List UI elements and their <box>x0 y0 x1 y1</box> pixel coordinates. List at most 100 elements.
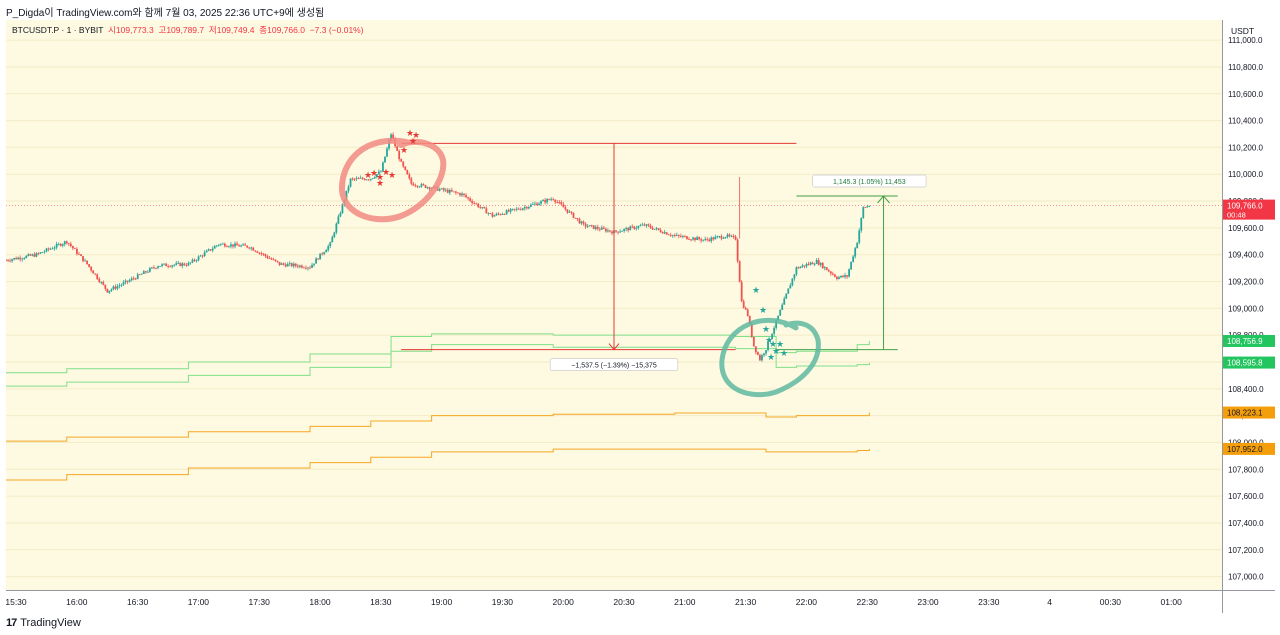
symbol-legend: BTCUSDT.P · 1 · BYBIT 시109,773.3 고109,78… <box>12 24 364 36</box>
candle-body <box>246 245 249 248</box>
candle-body <box>213 246 216 249</box>
candle-body <box>724 236 727 239</box>
price-plot[interactable]: −1,537.5 (−1.39%) −15,375 1,145.3 (1.05%)… <box>6 20 1222 590</box>
candle-body <box>11 259 13 261</box>
chart-panel[interactable]: BTCUSDT.P · 1 · BYBIT 시109,773.3 고109,78… <box>6 20 1222 590</box>
candle-body <box>333 232 336 237</box>
candle-body <box>710 237 713 241</box>
candle-body <box>805 264 808 267</box>
candle-body <box>844 275 846 277</box>
candle-body <box>718 236 721 238</box>
candle-body <box>159 265 161 267</box>
candle-body <box>850 261 853 270</box>
candle-body <box>513 208 516 210</box>
candle-body <box>807 264 810 265</box>
candle-body <box>716 236 719 238</box>
candle-body <box>173 264 176 266</box>
time-tick-label: 19:30 <box>492 597 514 607</box>
candle-body <box>507 210 510 212</box>
candle-body <box>534 203 536 205</box>
candle-body <box>572 212 575 218</box>
time-tick-label: 20:30 <box>613 597 635 607</box>
candle-body <box>122 282 125 285</box>
candle-body <box>100 281 103 283</box>
candle-body <box>625 228 628 229</box>
candle-body <box>335 223 338 233</box>
candle-body <box>177 262 180 264</box>
time-axis[interactable]: 15:30 16:00 16:30 17:00 17:30 18:00 18:30 19:00… <box>6 590 1222 613</box>
candle-body <box>509 209 512 212</box>
candle-body <box>655 228 658 230</box>
candle-body <box>355 178 358 180</box>
candle-body <box>783 298 786 305</box>
candle-body <box>179 262 182 267</box>
candle-body <box>598 228 601 230</box>
candle-body <box>667 234 670 236</box>
candle-body <box>303 267 305 269</box>
candle-body <box>677 234 680 236</box>
candle-body <box>404 166 407 170</box>
price-badge <box>1223 334 1275 347</box>
candle-body <box>452 191 455 193</box>
candle-body <box>706 238 709 240</box>
candle-body <box>130 278 133 281</box>
time-tick-label: 16:30 <box>127 597 149 607</box>
down-measure-label-box <box>549 358 679 371</box>
candle-body <box>155 267 157 269</box>
candle-body <box>659 229 662 233</box>
candle-body <box>382 162 384 172</box>
candle-body <box>221 243 224 245</box>
candle-body <box>580 221 583 224</box>
candle-body <box>444 189 447 191</box>
candle-body <box>698 237 701 240</box>
sell-star-icon: ★ <box>364 170 372 180</box>
candle-body <box>264 254 267 257</box>
price-badge <box>1223 406 1275 419</box>
candle-body <box>811 262 814 265</box>
candle-body <box>337 216 340 224</box>
price-tick-label: 107,800.0 <box>1228 465 1264 474</box>
price-badge-label: 108,756.9 <box>1227 337 1263 346</box>
buy-star-icon: ★ <box>769 339 777 349</box>
buy-star-icon: ★ <box>772 346 780 356</box>
candle-body <box>694 237 696 240</box>
candle-body <box>487 213 490 214</box>
candle-body <box>390 134 392 141</box>
candle-body <box>250 247 253 249</box>
candle-body <box>544 200 546 203</box>
candle-body <box>315 258 317 264</box>
candle-body <box>846 275 848 277</box>
candle-body <box>842 275 844 277</box>
candle-body <box>761 355 763 361</box>
candle-body <box>234 243 236 247</box>
candle-body <box>592 225 595 229</box>
price-badge-label: 108,223.1 <box>1227 409 1263 418</box>
time-tick-label: 21:30 <box>735 597 757 607</box>
candle-body <box>183 263 186 266</box>
candle-body <box>380 171 382 173</box>
candle-body <box>41 252 44 254</box>
candle-body <box>181 263 184 267</box>
up-measure-label: 1,145.3 (1.05%) 11,453 <box>812 174 927 188</box>
candle-body <box>665 232 668 235</box>
candle-body <box>148 268 151 272</box>
candle-body <box>588 225 591 227</box>
candle-body <box>765 350 767 354</box>
candle-body <box>74 248 76 250</box>
candle-body <box>138 274 141 276</box>
candle-body <box>813 263 816 265</box>
candle-body <box>76 248 78 254</box>
candle-body <box>345 190 348 200</box>
price-badge-label: 108,595.8 <box>1227 359 1263 368</box>
symbol-name[interactable]: BTCUSDT.P · 1 · BYBIT <box>12 25 104 35</box>
candle-body <box>477 203 480 208</box>
candle-body <box>84 260 86 262</box>
price-tick-label: 111,000.0 <box>1228 36 1263 45</box>
candle-body <box>866 206 869 208</box>
candle-body <box>106 288 109 293</box>
price-tick-label: 107,600.0 <box>1228 492 1264 501</box>
price-tick-label: 107,000.0 <box>1228 573 1264 582</box>
price-axis[interactable]: USDT 111,000.0 110,800.0 110,600.0 110,400.… <box>1222 20 1275 590</box>
candle-body <box>840 275 842 278</box>
candle-body <box>621 230 624 232</box>
